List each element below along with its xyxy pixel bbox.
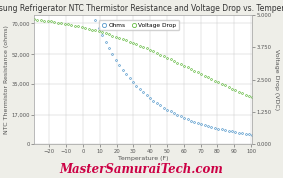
X-axis label: Temperature (F): Temperature (F) <box>118 156 168 161</box>
Y-axis label: NTC Thermistor Resistance (ohms): NTC Thermistor Resistance (ohms) <box>4 25 9 134</box>
Legend: Ohms, Voltage Drop: Ohms, Voltage Drop <box>99 20 179 30</box>
Text: MasterSamuraiTech.com: MasterSamuraiTech.com <box>60 163 223 176</box>
Y-axis label: Voltage Drop (VDC): Voltage Drop (VDC) <box>274 49 279 110</box>
Title: Samsung Refrigerator NTC Thermistor Resistance and Voltage Drop vs. Temperature: Samsung Refrigerator NTC Thermistor Resi… <box>0 4 283 13</box>
